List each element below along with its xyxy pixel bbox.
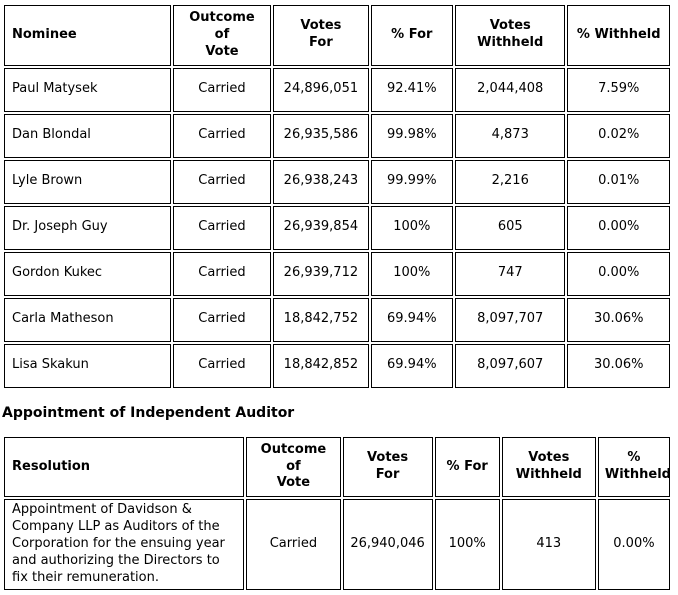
table-cell: 8,097,607 <box>454 343 566 388</box>
table-cell: 0.00% <box>597 499 670 590</box>
table-cell: Carried <box>172 113 272 158</box>
header-row: Resolution Outcome of Vote Votes For % F… <box>4 436 670 498</box>
table-cell: 2,044,408 <box>454 67 566 112</box>
table-cell: 4,873 <box>454 113 566 158</box>
table-cell: Lyle Brown <box>4 159 171 204</box>
table-row: Lyle Brown Carried 26,938,243 99.99% 2,216 0.… <box>4 159 670 204</box>
table-cell: 100% <box>370 251 453 296</box>
table-cell: 605 <box>454 205 566 250</box>
table-cell: Carried <box>246 499 341 590</box>
table-cell: 413 <box>501 499 596 590</box>
column-header-pct-withheld: % Withheld <box>567 5 670 66</box>
auditor-table-header: Resolution Outcome of Vote Votes For % F… <box>4 436 670 498</box>
column-header-nominee: Nominee <box>4 5 171 66</box>
table-row: Appointment of Davidson & Company LLP as… <box>4 499 670 590</box>
table-cell: 747 <box>454 251 566 296</box>
table-cell: Carried <box>172 251 272 296</box>
column-header-pct-for: % For <box>370 5 453 66</box>
table-row: Dan Blondal Carried 26,935,586 99.98% 4,873 0… <box>4 113 670 158</box>
table-row: Gordon Kukec Carried 26,939,712 100% 747 0.00… <box>4 251 670 296</box>
column-header-outcome-of-vote: Outcome of Vote <box>172 5 272 66</box>
director-table-body: Paul Matysek Carried 24,896,051 92.41% 2,044… <box>4 67 670 388</box>
table-row: Lisa Skakun Carried 18,842,852 69.94% 8,097,… <box>4 343 670 388</box>
table-cell: Paul Matysek <box>4 67 171 112</box>
table-cell: Appointment of Davidson & Company LLP as… <box>4 499 245 590</box>
table-cell: 0.00% <box>567 205 670 250</box>
table-cell: 30.06% <box>567 297 670 342</box>
column-header-outcome-of-vote: Outcome of Vote <box>246 436 341 498</box>
director-vote-table: Nominee Outcome of Vote Votes For % For … <box>2 3 672 390</box>
column-header-votes-withheld: Votes Withheld <box>501 436 596 498</box>
table-cell: 100% <box>434 499 500 590</box>
table-cell: Carried <box>172 159 272 204</box>
table-cell: 18,842,852 <box>273 343 369 388</box>
table-cell: 99.99% <box>370 159 453 204</box>
table-row: Dr. Joseph Guy Carried 26,939,854 100% 605 0.… <box>4 205 670 250</box>
table-cell: 26,939,854 <box>273 205 369 250</box>
table-cell: Gordon Kukec <box>4 251 171 296</box>
table-cell: Carried <box>172 205 272 250</box>
column-header-votes-withheld: Votes Withheld <box>454 5 566 66</box>
table-cell: Lisa Skakun <box>4 343 171 388</box>
table-cell: 26,935,586 <box>273 113 369 158</box>
table-cell: 100% <box>370 205 453 250</box>
table-row: Carla Matheson Carried 18,842,752 69.94% 8,0… <box>4 297 670 342</box>
section-heading: Appointment of Independent Auditor <box>2 404 295 421</box>
table-cell: 0.01% <box>567 159 670 204</box>
table-cell: Carla Matheson <box>4 297 171 342</box>
auditor-vote-table: Resolution Outcome of Vote Votes For % F… <box>2 435 672 592</box>
column-header-resolution: Resolution <box>4 436 245 498</box>
table-row: Paul Matysek Carried 24,896,051 92.41% 2,044… <box>4 67 670 112</box>
table-cell: 7.59% <box>567 67 670 112</box>
table-cell: 26,939,712 <box>273 251 369 296</box>
table-cell: 99.98% <box>370 113 453 158</box>
table-cell: 24,896,051 <box>273 67 369 112</box>
table-cell: 69.94% <box>370 297 453 342</box>
director-table-header: Nominee Outcome of Vote Votes For % For … <box>4 5 670 66</box>
table-cell: 26,938,243 <box>273 159 369 204</box>
column-header-pct-withheld: % Withheld <box>597 436 670 498</box>
header-row: Nominee Outcome of Vote Votes For % For … <box>4 5 670 66</box>
column-header-pct-for: % For <box>434 436 500 498</box>
table-cell: Dr. Joseph Guy <box>4 205 171 250</box>
table-cell: 26,940,046 <box>342 499 433 590</box>
table-cell: 30.06% <box>567 343 670 388</box>
table-cell: 2,216 <box>454 159 566 204</box>
table-cell: Carried <box>172 343 272 388</box>
table-cell: 8,097,707 <box>454 297 566 342</box>
column-header-votes-for: Votes For <box>273 5 369 66</box>
column-header-votes-for: Votes For <box>342 436 433 498</box>
table-cell: Carried <box>172 67 272 112</box>
table-cell: 0.02% <box>567 113 670 158</box>
table-cell: 92.41% <box>370 67 453 112</box>
auditor-table-body: Appointment of Davidson & Company LLP as… <box>4 499 670 590</box>
table-cell: Dan Blondal <box>4 113 171 158</box>
table-cell: 69.94% <box>370 343 453 388</box>
table-cell: 18,842,752 <box>273 297 369 342</box>
table-cell: Carried <box>172 297 272 342</box>
table-cell: 0.00% <box>567 251 670 296</box>
